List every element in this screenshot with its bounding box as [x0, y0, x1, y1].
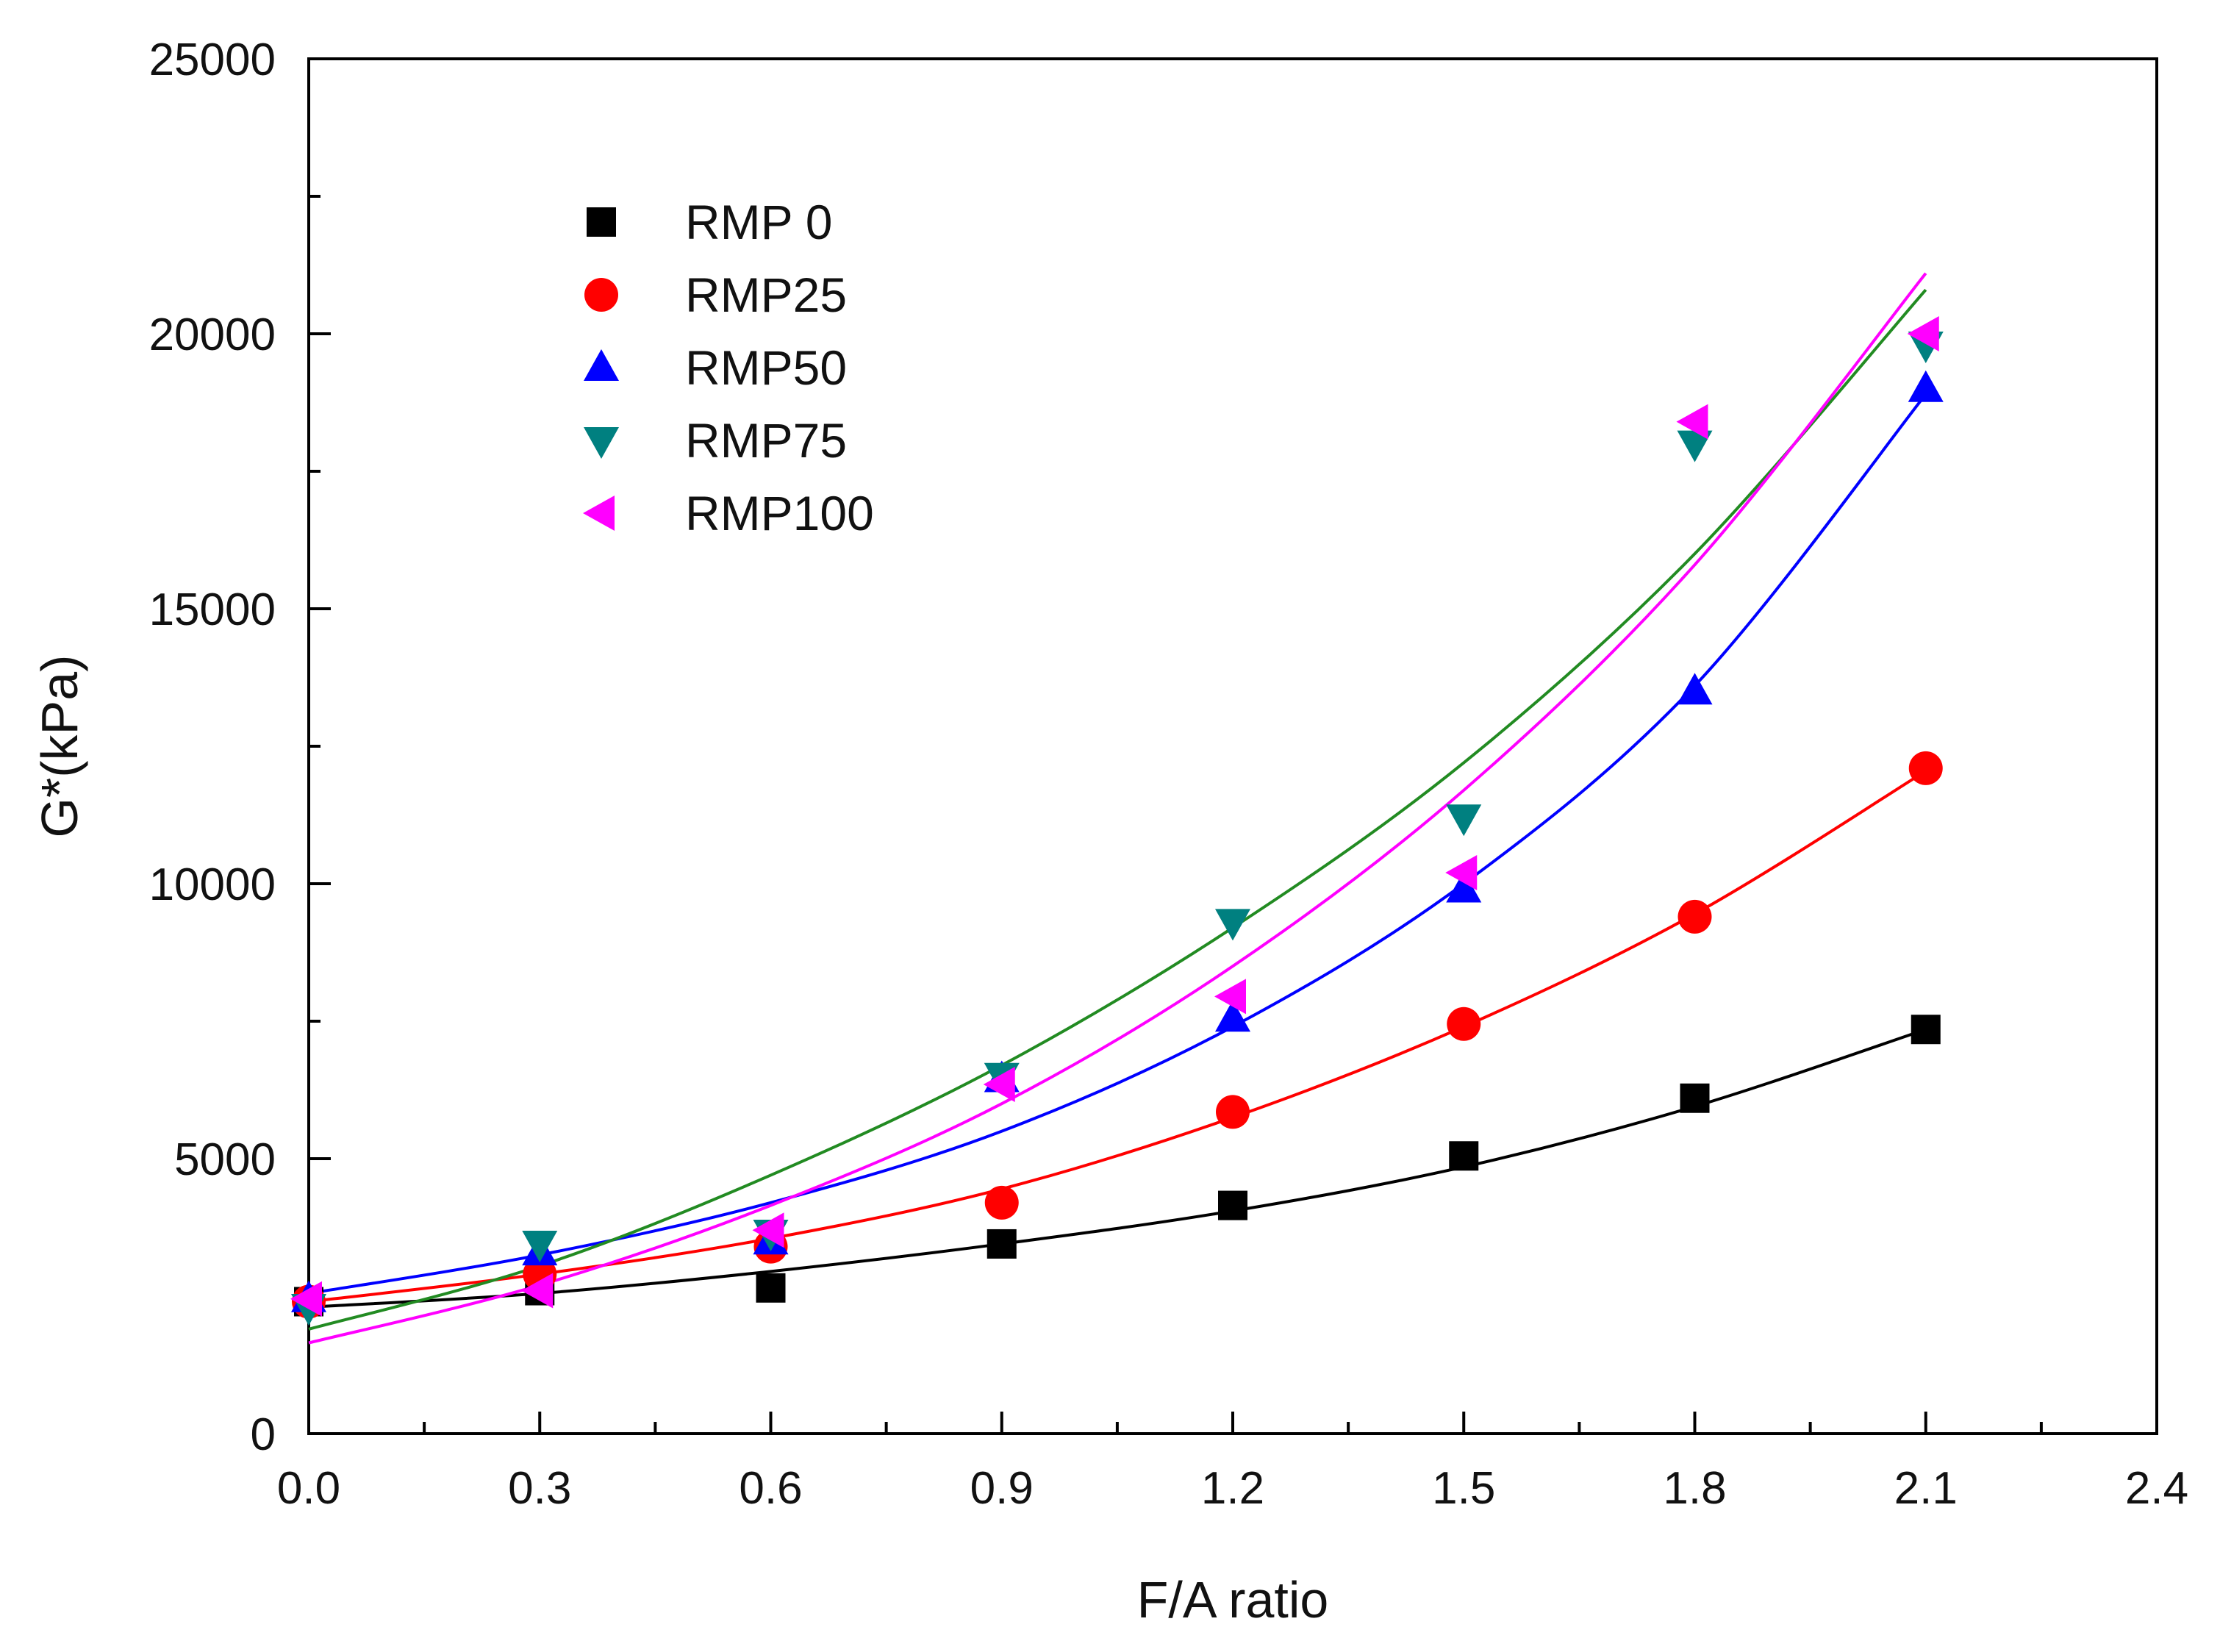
point-rmp100 [983, 1067, 1015, 1103]
point-rmp0 [1449, 1141, 1479, 1171]
x-tick-label: 2.1 [1894, 1463, 1958, 1514]
point-rmp50 [1215, 1000, 1250, 1032]
data-points [290, 316, 1944, 1326]
point-rmp75 [1215, 909, 1250, 941]
axis-ticks: 0.0 0.3 0.6 0.9 1.2 1.5 1.8 2.1 2.4 0 5000 10000 150… [149, 35, 2189, 1514]
point-rmp75 [1446, 804, 1482, 837]
point-rmp75 [522, 1230, 558, 1262]
legend-label-rmp50: RMP50 [685, 340, 847, 395]
fit-line-rmp0 [308, 1028, 1927, 1309]
x-tick-label: 0.3 [508, 1463, 571, 1514]
point-rmp0 [756, 1273, 786, 1303]
x-tick-label: 0.6 [739, 1463, 802, 1514]
point-rmp0 [987, 1229, 1017, 1259]
fit-line-rmp100 [308, 272, 1927, 1345]
y-tick-label: 5000 [174, 1134, 276, 1185]
point-rmp0 [1680, 1083, 1710, 1113]
point-rmp100 [1907, 316, 1939, 351]
x-tick-label: 1.2 [1201, 1463, 1264, 1514]
legend-marker-rmp25 [584, 278, 618, 312]
y-tick-label: 20000 [149, 310, 276, 360]
legend-marker-rmp75 [584, 427, 619, 459]
point-rmp100 [290, 1281, 322, 1317]
point-rmp50 [1446, 870, 1482, 903]
point-rmp25 [984, 1185, 1019, 1220]
x-tick-label: 0.9 [970, 1463, 1034, 1514]
y-axis-title: G*(kPa) [31, 655, 88, 838]
legend-marker-rmp100 [583, 496, 615, 531]
fit-line-rmp75 [308, 288, 1927, 1331]
point-rmp25 [1908, 751, 1943, 785]
legend-label-rmp100: RMP100 [685, 486, 874, 540]
legend-label-rmp25: RMP25 [685, 268, 847, 322]
y-tick-label: 15000 [149, 584, 276, 635]
fit-line-rmp50 [308, 393, 1927, 1295]
point-rmp100 [752, 1212, 784, 1248]
legend-marker-rmp0 [587, 207, 616, 237]
point-rmp50 [1677, 673, 1713, 705]
y-tick-label: 10000 [149, 859, 276, 910]
x-tick-label: 1.8 [1663, 1463, 1726, 1514]
x-axis-title: F/A ratio [1137, 1571, 1329, 1628]
legend-label-rmp0: RMP 0 [685, 195, 833, 249]
y-tick-label: 25000 [149, 35, 276, 85]
legend: RMP 0 RMP25 RMP50 RMP75 RMP100 [583, 195, 874, 540]
x-tick-label: 2.4 [2125, 1463, 2188, 1514]
x-tick-label: 0.0 [277, 1463, 340, 1514]
point-rmp0 [1218, 1190, 1247, 1220]
plot-frame [307, 57, 2158, 1435]
point-rmp25 [1677, 899, 1712, 934]
point-rmp0 [1911, 1015, 1941, 1045]
x-tick-label: 1.5 [1432, 1463, 1495, 1514]
point-rmp100 [1445, 855, 1478, 891]
point-rmp100 [1676, 404, 1708, 440]
y-tick-label: 0 [251, 1409, 276, 1460]
point-rmp100 [521, 1273, 554, 1309]
legend-marker-rmp50 [584, 349, 619, 381]
point-rmp50 [1908, 370, 1944, 402]
point-rmp25 [1447, 1006, 1481, 1041]
fit-line-rmp25 [308, 769, 1927, 1304]
point-rmp100 [1214, 979, 1246, 1015]
point-rmp75 [1677, 430, 1713, 462]
legend-label-rmp75: RMP75 [685, 413, 847, 468]
point-rmp25 [1216, 1095, 1250, 1129]
